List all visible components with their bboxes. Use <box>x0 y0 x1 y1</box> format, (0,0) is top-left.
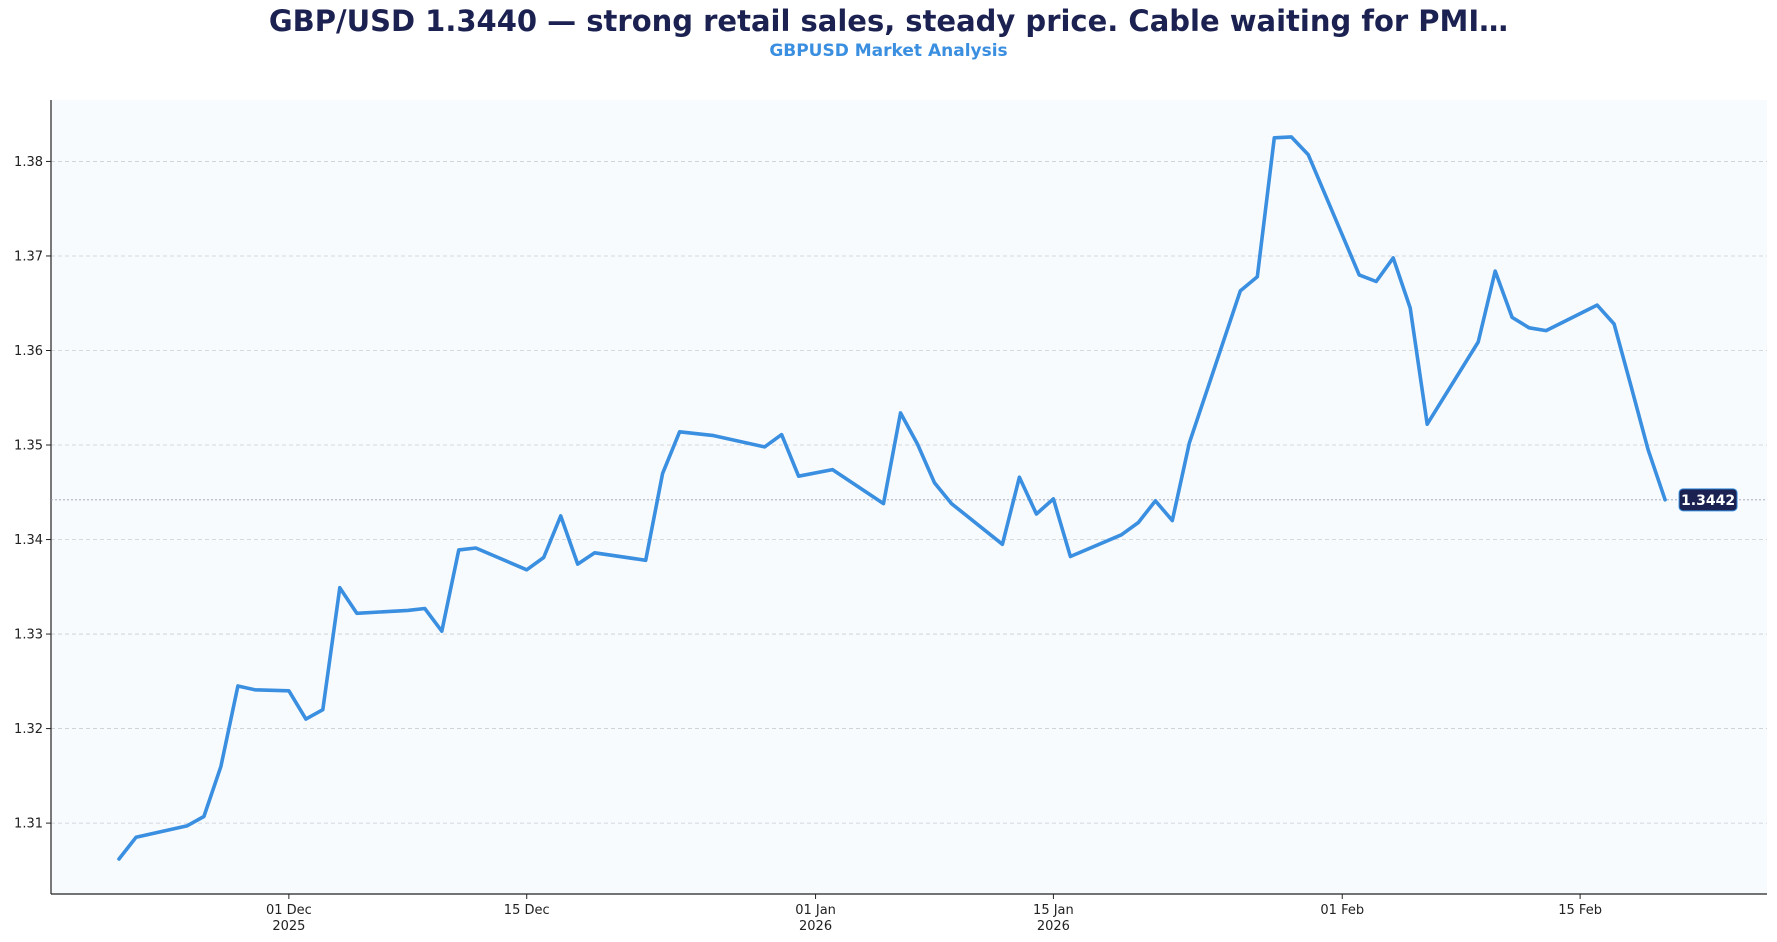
x-tick-label: 15 Feb <box>1558 903 1602 918</box>
y-tick-label: 1.37 <box>14 249 43 264</box>
gridlines <box>51 161 1767 824</box>
last-value-tag-label: 1.3442 <box>1681 493 1735 509</box>
y-tick-label: 1.32 <box>14 722 43 737</box>
y-tick-label: 1.38 <box>14 155 43 170</box>
y-tick-label: 1.35 <box>14 439 43 454</box>
last-value-tag-box <box>1678 488 1738 512</box>
chart-subtitle: GBPUSD Market Analysis <box>769 41 1008 61</box>
x-tick-year-label: 2025 <box>272 919 305 934</box>
y-tick-label: 1.34 <box>14 533 43 548</box>
last-value-tag: 1.3442 <box>1678 488 1738 512</box>
x-tick-label: 15 Jan <box>1033 903 1074 918</box>
series-line-gbpusd <box>117 135 1667 861</box>
chart-title: GBP/USD 1.3440 — strong retail sales, st… <box>268 4 1509 38</box>
plot-background <box>51 100 1767 894</box>
y-tick-label: 1.33 <box>14 628 43 643</box>
x-tick-label: 01 Feb <box>1320 903 1364 918</box>
x-tick-label: 01 Dec <box>266 903 312 918</box>
x-tick-year-label: 2026 <box>1037 919 1070 934</box>
y-tick-label: 1.36 <box>14 344 43 359</box>
x-tick-label: 15 Dec <box>504 903 550 918</box>
y-tick-label: 1.31 <box>14 817 43 832</box>
x-tick-year-label: 2026 <box>799 919 832 934</box>
y-axis-ticks: 1.31 1.32 1.33 1.34 1.35 1.36 1.37 1.38 <box>14 155 51 832</box>
x-tick-label: 01 Jan <box>795 903 836 918</box>
